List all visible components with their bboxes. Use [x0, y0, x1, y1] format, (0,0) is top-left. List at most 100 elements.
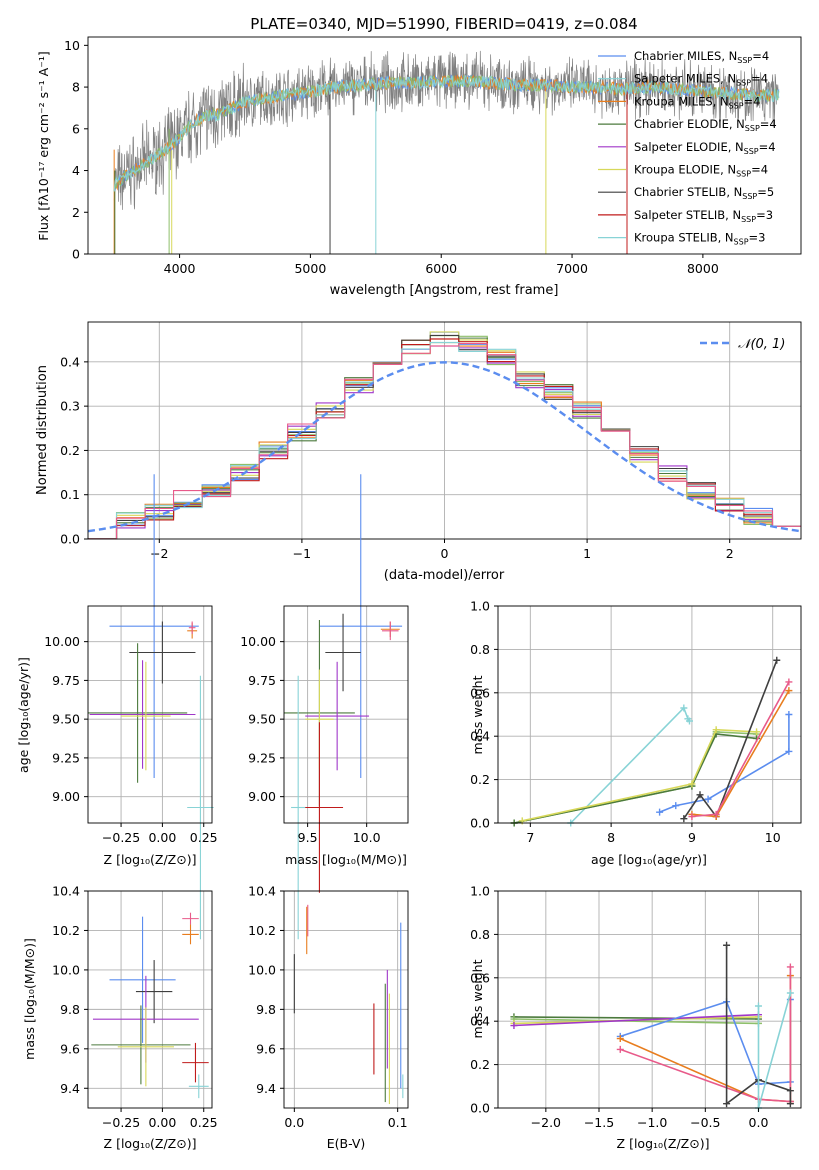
- residual-y-tick-label: 0.1: [60, 487, 80, 502]
- weight-vs-age-series-marker: [753, 728, 761, 736]
- weight-vs-age-series-line-3: [514, 733, 757, 824]
- weight-vs-Z-series-marker: [616, 1045, 624, 1053]
- residual-panel: −2 −1 0 1 2 0.0 0.1 0.2 0.3 0.4 (data-model)/err…: [35, 321, 802, 583]
- weight-vs-age-series-marker: [785, 687, 793, 695]
- age-vs-mass-x-label: mass [log₁₀(M/M⊙)]: [285, 852, 407, 867]
- spectrum-y-tick-label: 0: [72, 247, 80, 262]
- weight-vs-age-y-tick-label: 0.6: [470, 685, 490, 700]
- legend-label-tail: =5: [757, 185, 774, 199]
- weight-vs-age-y-tick-label: 0.4: [470, 729, 490, 744]
- mass-vs-ebv-y-tick-label: 9.6: [256, 1041, 276, 1056]
- weight-vs-Z-panel: −2.0 −1.5 −1.0 −0.5 0.0 0.0 0.2 0.4 0.6 0.8 1.0 Z …: [470, 884, 802, 1151]
- legend-label-tail: =4: [751, 163, 768, 177]
- model-spectrum-line-3: [113, 74, 780, 192]
- weight-vs-Z-series-marker: [754, 1002, 762, 1010]
- age-vs-mass-panel: 9.5 10.0 9.00 9.25 9.50 9.75 10.00 mass [log₁₀…: [240, 474, 409, 940]
- gaussian-curve: [87, 361, 802, 533]
- weight-vs-Z-series-marker: [616, 1035, 624, 1043]
- legend-subscript: SSP: [745, 124, 760, 133]
- mass-vs-ebv-plot: 0.0 0.1 9.4 9.6 9.8 10.0 10.2 10.4: [248, 884, 409, 1130]
- weight-vs-age-series-line-1: [570, 706, 691, 824]
- spectrum-y-label: Flux [fλ10⁻¹⁷ erg cm⁻² s⁻¹ A⁻¹]: [36, 51, 51, 240]
- weight-vs-age-series-marker: [672, 802, 680, 810]
- mass-vs-ebv-y-tick-label: 9.4: [256, 1081, 276, 1096]
- mass-vs-Z-axes-frame: [87, 890, 213, 1109]
- weight-vs-age-y-tick-label: 0.8: [470, 642, 490, 657]
- weight-vs-age-series-marker: [656, 808, 664, 816]
- age-vs-mass-x-tick-label: 10.0: [353, 830, 381, 845]
- spectrum-axes-frame: [87, 36, 802, 255]
- age-vs-Z-x-tick-label: 0.00: [148, 830, 176, 845]
- weight-vs-age-x-tick-label: 10: [765, 830, 781, 845]
- residual-x-tick-label: 0: [441, 546, 449, 561]
- weight-vs-age-series-marker: [712, 726, 720, 734]
- age-vs-Z-y-tick-label: 10.00: [44, 634, 80, 649]
- residual-legend: 𝒩(0, 1): [700, 337, 785, 352]
- residual-plot-area: [87, 331, 802, 540]
- residual-x-tick-label: 1: [583, 546, 591, 561]
- spectrum-title: PLATE=0340, MJD=51990, FIBERID=0419, z=0…: [250, 15, 637, 33]
- legend-label-tail: =3: [749, 231, 766, 245]
- legend-label: Kroupa STELIB, NSSP=3: [634, 231, 765, 247]
- spectrum-y-tick-label: 4: [72, 163, 80, 178]
- weight-vs-Z-series-marker: [786, 989, 794, 997]
- age-vs-mass-y-tick-label: 9.75: [248, 673, 276, 688]
- spectrum-y-tick-label: 10: [64, 38, 80, 53]
- age-vs-Z-x-tick-label: 0.25: [190, 830, 218, 845]
- age-vs-Z-plot: −0.25 0.00 0.25 9.00 9.25 9.50 9.75 10.00: [44, 474, 218, 940]
- weight-vs-Z-series-line-1: [513, 1018, 759, 1025]
- weight-vs-Z-y-tick-label: 0.2: [470, 1057, 490, 1072]
- residual-y-tick-label: 0.3: [60, 399, 80, 414]
- weight-vs-Z-series-line-6: [620, 967, 792, 1103]
- residual-x-tick-label: −2: [150, 546, 168, 561]
- legend-label-tail: =4: [759, 140, 776, 154]
- mass-vs-Z-plot: −0.25 0.00 0.25 9.4 9.6 9.8 10.0 10.2 10.4: [52, 884, 217, 1131]
- weight-vs-age-series-line-7: [691, 681, 790, 818]
- legend-subscript: SSP: [741, 215, 756, 224]
- legend-label: Kroupa ELODIE, NSSP=4: [634, 163, 768, 179]
- weight-vs-age-x-tick-label: 9: [688, 830, 696, 845]
- weight-vs-Z-y-tick-label: 0.6: [470, 970, 490, 985]
- weight-vs-Z-x-tick-label: 0.0: [749, 1115, 769, 1130]
- weight-vs-Z-series-marker: [786, 963, 794, 971]
- weight-vs-age-y-label: mass weight: [470, 675, 485, 754]
- age-vs-mass-axes-frame: [283, 605, 409, 824]
- weight-vs-age-series-line-5: [683, 660, 778, 820]
- legend-subscript: SSP: [737, 56, 752, 65]
- age-vs-Z-y-tick-label: 9.75: [52, 673, 80, 688]
- age-vs-mass-y-tick-label: 10.00: [240, 634, 276, 649]
- residual-x-tick-label: −1: [293, 546, 311, 561]
- mass-vs-Z-x-tick-label: 0.00: [148, 1115, 176, 1130]
- legend-subscript: SSP: [729, 101, 744, 110]
- weight-vs-age-series-marker: [688, 780, 696, 788]
- weight-vs-Z-series-marker: [510, 1022, 518, 1030]
- weight-vs-age-axes-frame: [497, 605, 802, 824]
- spectrum-x-tick-label: 5000: [294, 261, 326, 276]
- age-vs-Z-x-tick-label: −0.25: [102, 830, 140, 845]
- mass-vs-ebv-x-label: E(B-V): [327, 1136, 366, 1151]
- age-vs-mass-y-tick-label: 9.25: [248, 750, 276, 765]
- weight-vs-age-series-marker: [685, 717, 693, 725]
- residual-y-label: Normed distribution: [35, 365, 50, 495]
- residual-y-ticks: 0.0 0.1 0.2 0.3 0.4: [60, 354, 88, 547]
- weight-vs-age-series-line-4: [522, 728, 757, 822]
- age-vs-mass-plot: 9.5 10.0 9.00 9.25 9.50 9.75 10.00: [240, 474, 409, 940]
- spectrum-x-tick-label: 7000: [556, 261, 588, 276]
- mass-vs-Z-y-tick-label: 9.8: [60, 1002, 80, 1017]
- spectrum-x-tick-label: 8000: [687, 261, 719, 276]
- weight-vs-Z-series-marker: [786, 1087, 794, 1095]
- mass-vs-Z-y-tick-label: 10.2: [52, 923, 80, 938]
- weight-vs-age-y-tick-label: 0.2: [470, 772, 490, 787]
- residual-x-tick-label: 2: [726, 546, 734, 561]
- legend-label-tail: =3: [756, 208, 773, 222]
- weight-vs-Z-series-marker: [786, 1100, 794, 1108]
- weight-vs-age-series-marker: [773, 656, 781, 664]
- mass-vs-Z-y-tick-label: 9.4: [60, 1081, 80, 1096]
- weight-vs-Z-series-marker: [723, 1100, 731, 1108]
- mass-vs-Z-panel: −0.25 0.00 0.25 9.4 9.6 9.8 10.0 10.2 10.4 Z [lo…: [22, 884, 218, 1152]
- spectrum-legend: Chabrier MILES, NSSP=4 Salpeter MILES, NS…: [598, 49, 777, 247]
- weight-vs-Z-x-label: Z [log₁₀(Z/Z⊙)]: [617, 1136, 710, 1151]
- weight-vs-age-series-marker: [785, 747, 793, 755]
- age-vs-Z-y-tick-label: 9.00: [52, 789, 80, 804]
- mass-vs-ebv-panel: 0.0 0.1 9.4 9.6 9.8 10.0 10.2 10.4 E(B-V): [248, 884, 409, 1151]
